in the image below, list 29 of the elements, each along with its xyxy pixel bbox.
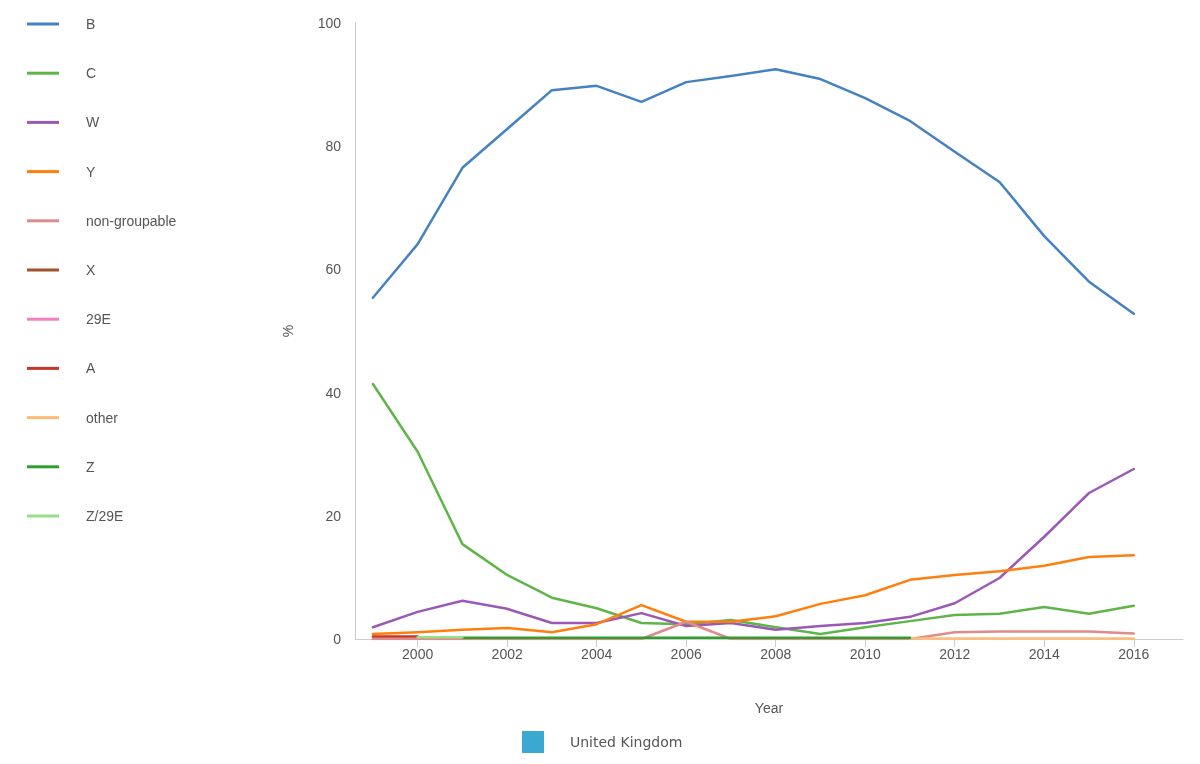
x-axis-title: Year xyxy=(754,700,784,716)
legend-label: Y xyxy=(86,163,96,180)
legend-label: other xyxy=(86,409,119,426)
y-tick-label: 80 xyxy=(325,138,342,155)
legend-label: 29E xyxy=(86,311,111,328)
legend-label: A xyxy=(86,360,96,377)
x-tick-label: 2000 xyxy=(402,646,434,662)
x-tick-label: 2004 xyxy=(581,646,613,662)
legend-label: non-groupable xyxy=(86,212,177,229)
text: United Kingdom xyxy=(570,734,683,750)
x-tick-label: 2016 xyxy=(1118,646,1150,662)
x-tick-label: 2006 xyxy=(670,646,702,662)
legend-label: X xyxy=(86,262,96,278)
y-tick-label: 40 xyxy=(325,384,342,401)
x-tick-label: 2010 xyxy=(849,646,882,662)
x-tick-label: 2014 xyxy=(1028,646,1061,662)
y-tick-label: 60 xyxy=(325,261,342,278)
legend-label: W xyxy=(86,114,100,131)
y-tick-label: 100 xyxy=(317,15,342,31)
x-tick-label: 2008 xyxy=(760,646,792,662)
y-axis-title: % xyxy=(280,324,296,338)
legend-label: Z xyxy=(86,458,95,475)
x-tick-label: 2002 xyxy=(491,646,523,662)
legend-label: Z/29E xyxy=(86,508,124,524)
legend-label: C xyxy=(86,65,97,82)
y-tick-label: 0 xyxy=(333,631,342,647)
legend-label: B xyxy=(86,16,96,32)
x-tick-label: 2012 xyxy=(939,646,971,662)
y-tick-label: 20 xyxy=(325,507,342,524)
